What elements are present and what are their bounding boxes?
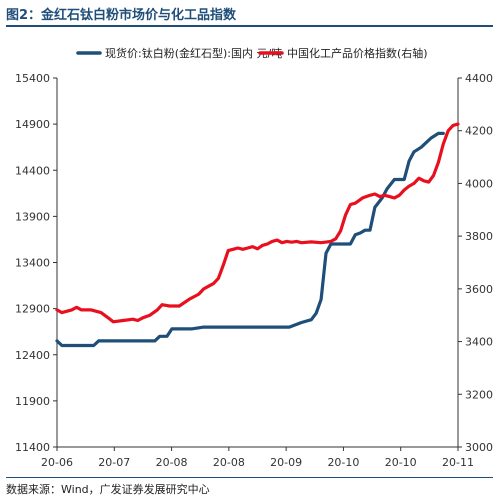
right-y-tick-label: 4200 (465, 125, 493, 138)
right-y-tick-label: 3000 (465, 441, 493, 454)
x-tick-label: 20-07 (98, 456, 130, 469)
series-line-chemical-index (55, 122, 460, 324)
chart-lines (55, 122, 460, 348)
legend-label: 现货价:钛白粉(金红石型):国内 元/吨 (105, 46, 282, 60)
x-tick-label: 20-09 (270, 456, 302, 469)
series-line-spot-price (55, 131, 445, 348)
x-tick-label: 20-06 (41, 456, 73, 469)
title-divider (6, 25, 493, 27)
left-y-tick-label: 15400 (15, 72, 50, 85)
left-y-tick-label: 14900 (15, 118, 50, 131)
x-tick-label: 20-08 (156, 456, 188, 469)
x-tick-label: 20-11 (442, 456, 474, 469)
footer-divider (6, 477, 493, 478)
x-tick-label: 20-08 (213, 456, 245, 469)
legend-label: 中国化工产品价格指数(右轴) (287, 46, 428, 60)
left-y-tick-label: 12400 (15, 349, 50, 362)
chart-axes: 11400 11900 12400 12900 13400 13900 14400 14900… (15, 72, 493, 469)
right-y-tick-label: 4000 (465, 177, 493, 190)
left-y-tick-label: 11900 (15, 395, 50, 408)
x-tick-label: 20-10 (385, 456, 417, 469)
chart-title: 图2：金红石钛白粉市场价与化工品指数 (6, 8, 237, 23)
chart-legend: 现货价:钛白粉(金红石型):国内 元/吨 中国化工产品价格指数(右轴) (76, 46, 428, 60)
right-y-tick-label: 3600 (465, 283, 493, 296)
right-y-tick-label: 4400 (465, 72, 493, 85)
right-y-tick-label: 3200 (465, 388, 493, 401)
left-y-tick-label: 12900 (15, 303, 50, 316)
left-y-tick-label: 13900 (15, 210, 50, 223)
right-y-tick-label: 3800 (465, 230, 493, 243)
left-y-tick-label: 14400 (15, 164, 50, 177)
source-note: 数据来源：Wind，广发证券发展研究中心 (6, 483, 210, 496)
x-tick-label: 20-10 (327, 456, 359, 469)
right-y-tick-label: 3400 (465, 336, 493, 349)
left-y-tick-label: 11400 (15, 441, 50, 454)
left-y-tick-label: 13400 (15, 257, 50, 270)
